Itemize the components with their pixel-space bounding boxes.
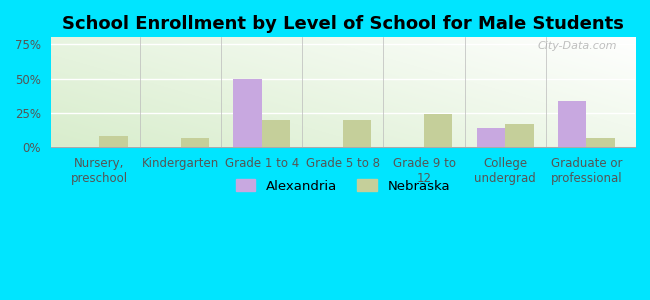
Bar [181, 138, 209, 148]
Bar [262, 120, 290, 148]
Bar [343, 120, 371, 148]
Bar [424, 114, 452, 148]
Bar [99, 136, 128, 148]
Bar [505, 124, 534, 148]
Legend: Alexandria, Nebraska: Alexandria, Nebraska [230, 174, 455, 198]
Title: School Enrollment by Level of School for Male Students: School Enrollment by Level of School for… [62, 15, 624, 33]
Bar [558, 101, 586, 148]
Bar [476, 128, 505, 148]
Bar [586, 138, 615, 148]
Bar [233, 79, 262, 148]
Text: City-Data.com: City-Data.com [538, 40, 617, 51]
